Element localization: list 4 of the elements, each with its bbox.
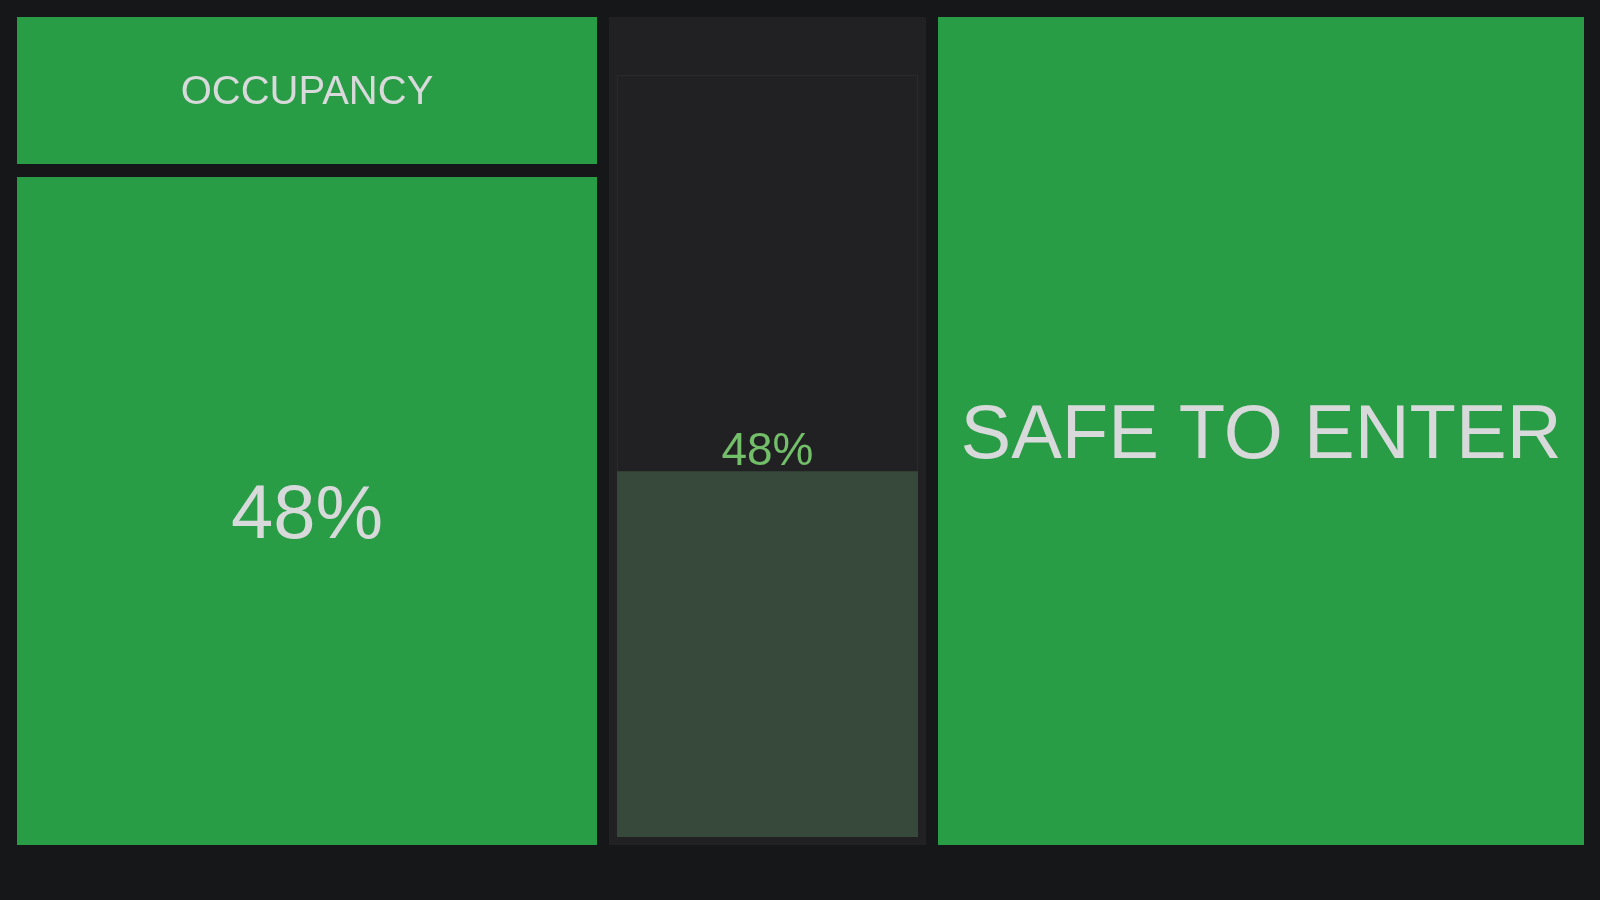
text: 48%: [230, 467, 384, 555]
data-label: 48%: [721, 423, 814, 476]
text: OCCUPANCY: [17, 17, 597, 164]
text: SAFE TO ENTER: [938, 17, 1584, 845]
